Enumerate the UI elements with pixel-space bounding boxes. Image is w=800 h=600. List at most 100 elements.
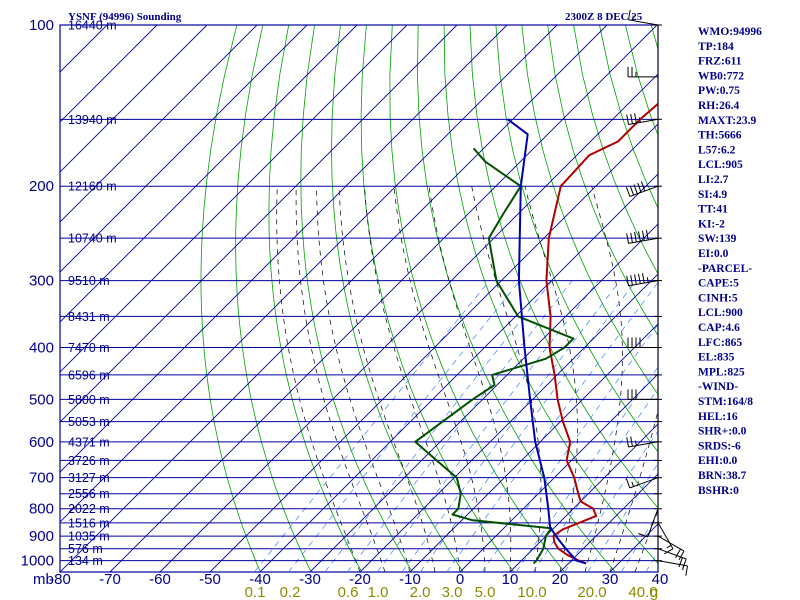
index-value: LCL:905: [698, 159, 743, 171]
mixing-ratio-line: [401, 280, 621, 572]
index-value: SW:139: [698, 233, 737, 245]
mixing-ratio-line: [324, 280, 553, 572]
temperature-tick-label: -50: [199, 571, 221, 588]
index-value: HEL:16: [698, 411, 738, 423]
dry-adiabat: [521, 25, 658, 396]
mixing-ratio-label: 40.0: [628, 584, 657, 600]
mixing-ratio-label: 2.0: [410, 584, 431, 600]
index-value: WB0:772: [698, 70, 744, 82]
mixing-ratio-line: [288, 280, 521, 572]
wind-barb: [626, 113, 659, 125]
plot-area: [59, 24, 659, 573]
mixing-ratio-label: 0.2: [280, 584, 301, 600]
index-value: MAXT:23.9: [698, 115, 756, 127]
wind-barb: [657, 548, 687, 569]
height-label: 3127 m: [68, 471, 110, 485]
mixing-ratio-line: [481, 323, 658, 572]
temperature-tick-label: 30: [602, 571, 619, 588]
temperature-line: [545, 102, 658, 565]
index-value: BSHR:0: [698, 485, 739, 497]
index-value: CINH:5: [698, 292, 738, 304]
index-value: TP:184: [698, 41, 734, 53]
isotherm: [259, 173, 658, 572]
dry-adiabat: [443, 25, 658, 564]
temperature-tick-label: -20: [349, 571, 371, 588]
mixing-ratio-line: [347, 280, 573, 572]
isotherm: [60, 25, 208, 173]
mixing-ratio-label: 10.0: [517, 584, 546, 600]
wind-profile: [625, 9, 688, 576]
temperature-tick-label: -60: [149, 571, 171, 588]
pressure-tick-label: 600: [29, 434, 54, 451]
index-value: CAPE:5: [698, 278, 739, 290]
temperature-tick-label: 20: [552, 571, 569, 588]
wind-barb: [627, 389, 658, 400]
isotherm: [60, 25, 358, 323]
index-value: CAP:4.6: [698, 322, 740, 334]
pressure-tick-label: 500: [29, 391, 54, 408]
dry-adiabat: [268, 25, 363, 572]
pressure-tick-label: 200: [29, 178, 54, 195]
index-value: TT:41: [698, 204, 728, 216]
pressure-tick-label: 1000: [21, 553, 54, 570]
dry-adiabat: [200, 25, 261, 572]
moist-adiabat: [524, 186, 578, 572]
wind-barb: [627, 66, 658, 78]
isotherm: [309, 223, 658, 572]
index-value: RH:26.4: [698, 100, 739, 112]
height-label: 12160 m: [68, 180, 117, 194]
pressure-tick-label: 100: [29, 17, 54, 34]
isotherm: [159, 73, 658, 572]
mixing-ratio-label: 0.1: [245, 584, 266, 600]
temperature-axis: -80 -70 -60 -50 -40 -30 -20 -10 0 10 20 30 40: [49, 571, 668, 588]
moist-adiabat: [428, 186, 512, 572]
mixing-ratio-label: 20.0: [577, 584, 606, 600]
moist-adiabat: [276, 186, 361, 572]
height-label: 10740 m: [68, 232, 117, 246]
moist-adiabat: [393, 186, 486, 572]
index-value: MPL:825: [698, 366, 745, 378]
wind-barb: [626, 229, 659, 244]
index-value: FRZ:611: [698, 56, 742, 68]
dry-adiabat: [389, 25, 565, 572]
wind-barb: [638, 508, 659, 538]
isotherm: [209, 123, 658, 572]
temperature-tick-label: 40: [652, 571, 669, 588]
wind-barb: [657, 522, 674, 555]
dry-adiabat: [235, 25, 312, 572]
height-label: 134 m: [68, 554, 103, 568]
height-label: 13940 m: [68, 113, 117, 127]
temperature-tick-label: -40: [249, 571, 271, 588]
isotherm: [60, 25, 408, 373]
index-value: SHR+:0.0: [698, 426, 747, 438]
mixing-ratio-label: 1.0: [368, 584, 389, 600]
moist-adiabat: [295, 186, 386, 572]
mixing-ratio-label: g: [650, 584, 658, 600]
isotherm: [60, 25, 508, 473]
isotherm: [60, 25, 558, 523]
mixing-ratio-line: [564, 430, 658, 572]
mixing-ratio-line: [446, 281, 658, 572]
index-value: L57:6.2: [698, 144, 736, 156]
temperature-tick-label: -70: [99, 571, 121, 588]
index-value: BRN:38.7: [698, 470, 746, 482]
isotherm: [0, 25, 57, 572]
pressure-tick-label: 400: [29, 339, 54, 356]
height-label: 7470 m: [68, 341, 110, 355]
index-value: TH:5666: [698, 130, 742, 142]
temperature-tick-label: -80: [49, 571, 71, 588]
isotherm: [0, 25, 7, 572]
mixing-ratio-axis: 0.1 0.2 0.6 1.0 2.0 3.0 5.0 10.0 20.0 40.0g: [245, 584, 659, 600]
height-label: 8431 m: [68, 310, 110, 324]
plot-frame: [59, 24, 659, 573]
temperature-tick-label: -10: [399, 571, 421, 588]
isotherm: [60, 25, 308, 273]
mixing-ratio-label: 3.0: [442, 584, 463, 600]
isotherm: [409, 323, 658, 572]
moist-adiabat: [316, 186, 411, 572]
index-value: EL:835: [698, 352, 735, 364]
index-value: LCL:900: [698, 307, 743, 319]
index-value: EI:0.0: [698, 248, 729, 260]
height-label: 2022 m: [68, 502, 110, 516]
